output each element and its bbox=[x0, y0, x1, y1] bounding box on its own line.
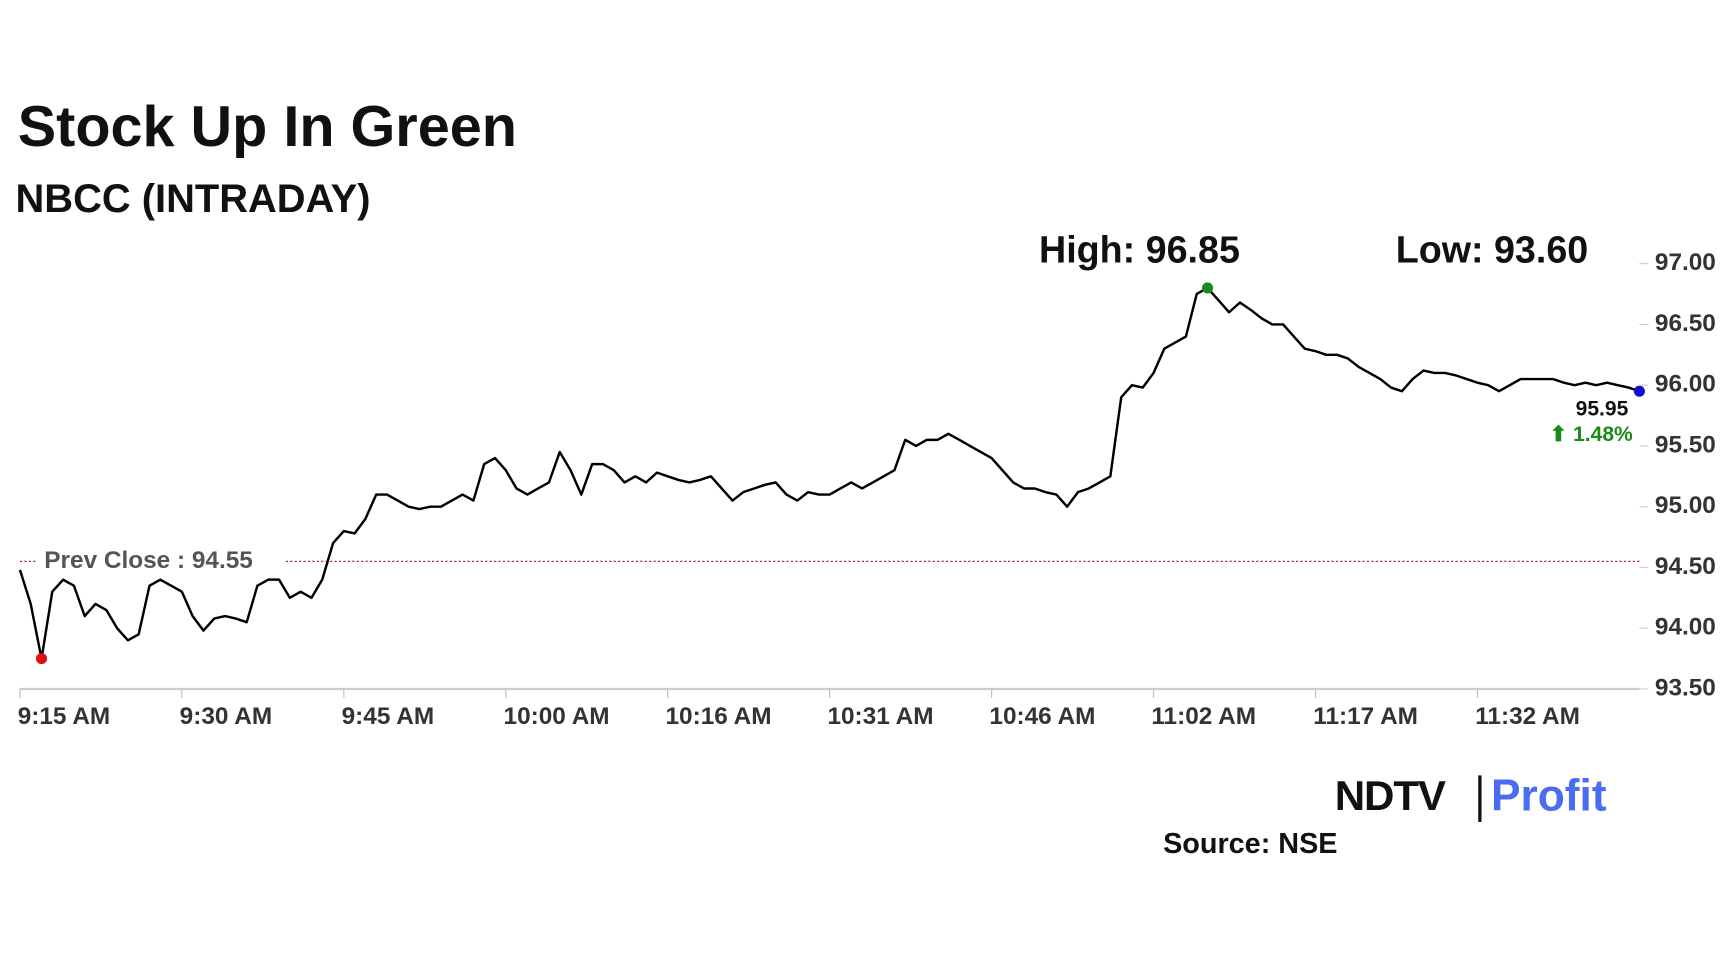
y-tick-label: 93.50 bbox=[1655, 674, 1716, 701]
x-tick-label: 9:15 AM bbox=[18, 703, 111, 730]
low-marker bbox=[35, 653, 48, 665]
high-marker bbox=[1201, 282, 1214, 294]
y-tick-label: 95.00 bbox=[1655, 492, 1716, 519]
last-marker bbox=[1633, 385, 1645, 397]
chart-title: Stock Up In Green bbox=[18, 95, 517, 159]
x-tick-label: 9:30 AM bbox=[180, 703, 273, 730]
last-price-label: 95.95 bbox=[1576, 397, 1629, 420]
logo-ndtv: NDTV bbox=[1335, 772, 1446, 819]
x-tick-label: 11:32 AM bbox=[1475, 703, 1580, 730]
reference-label: Prev Close : 94.55 bbox=[44, 547, 253, 574]
y-tick-label: 95.50 bbox=[1655, 431, 1716, 458]
x-tick-label: 10:31 AM bbox=[827, 703, 933, 730]
x-tick-label: 11:02 AM bbox=[1151, 703, 1256, 730]
chart-subtitle: NBCC (INTRADAY) bbox=[16, 177, 371, 221]
x-tick-label: 9:45 AM bbox=[342, 703, 435, 730]
x-tick-label: 11:17 AM bbox=[1313, 703, 1418, 730]
y-tick-label: 94.50 bbox=[1655, 553, 1716, 580]
source: Source: NSE bbox=[1163, 828, 1337, 860]
high-annotation: High: 96.85 bbox=[1039, 229, 1240, 271]
y-tick-label: 96.00 bbox=[1655, 371, 1716, 398]
logo-profit: Profit bbox=[1491, 771, 1607, 820]
price-line bbox=[18, 286, 1640, 660]
low-annotation: Low: 93.60 bbox=[1396, 229, 1589, 271]
x-tick-label: 10:00 AM bbox=[504, 703, 610, 730]
x-tick-label: 10:16 AM bbox=[666, 703, 772, 730]
y-tick-label: 97.00 bbox=[1655, 249, 1716, 276]
x-tick-label: 10:46 AM bbox=[989, 703, 1095, 730]
y-tick-label: 96.50 bbox=[1655, 310, 1716, 337]
y-tick-label: 94.00 bbox=[1655, 614, 1716, 641]
change-label: ⬆ 1.48% bbox=[1550, 423, 1633, 446]
reference-label-bg bbox=[37, 545, 284, 577]
